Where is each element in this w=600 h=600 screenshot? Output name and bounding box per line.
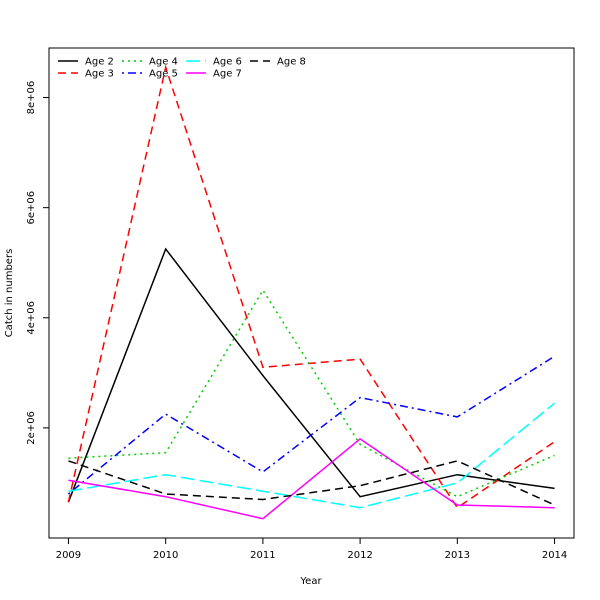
- series-line-age-3: [67, 64, 556, 509]
- x-axis: 2009 2010 2011 2012 2013 2014: [56, 538, 567, 561]
- legend-label: Age 7: [213, 69, 242, 80]
- y-tick-label: 2e+06: [26, 411, 37, 445]
- x-tick-label: 2014: [542, 550, 567, 561]
- series-line-age-8: [68, 460, 555, 506]
- legend-label: Age 5: [149, 69, 178, 80]
- x-tick-label: 2012: [347, 550, 372, 561]
- series-line-age-6: [68, 402, 556, 509]
- series-line-age-4: [68, 288, 555, 498]
- y-axis-title: Catch in numbers: [4, 249, 15, 338]
- x-axis-title: Year: [299, 576, 322, 587]
- x-tick-label: 2009: [56, 550, 81, 561]
- legend-label: Age 8: [277, 57, 306, 68]
- legend-label: Age 4: [149, 57, 178, 68]
- series-line-age-2: [67, 247, 555, 503]
- legend-label: Age 2: [85, 57, 114, 68]
- series-line-age-7: [68, 437, 555, 520]
- legend-label: Age 3: [85, 69, 114, 80]
- series-lines: [67, 64, 556, 520]
- y-tick-label: 6e+06: [26, 191, 37, 225]
- x-tick-label: 2013: [445, 550, 470, 561]
- y-tick-label: 4e+06: [26, 301, 37, 335]
- x-tick-label: 2010: [153, 550, 178, 561]
- y-tick-label: 8e+06: [26, 81, 37, 115]
- plot-frame: [48, 47, 575, 539]
- x-tick-label: 2011: [250, 550, 275, 561]
- legend-label: Age 6: [213, 57, 242, 68]
- series-line-age-5: [67, 355, 555, 495]
- y-axis: 2e+06 4e+06 6e+06 8e+06: [26, 81, 49, 445]
